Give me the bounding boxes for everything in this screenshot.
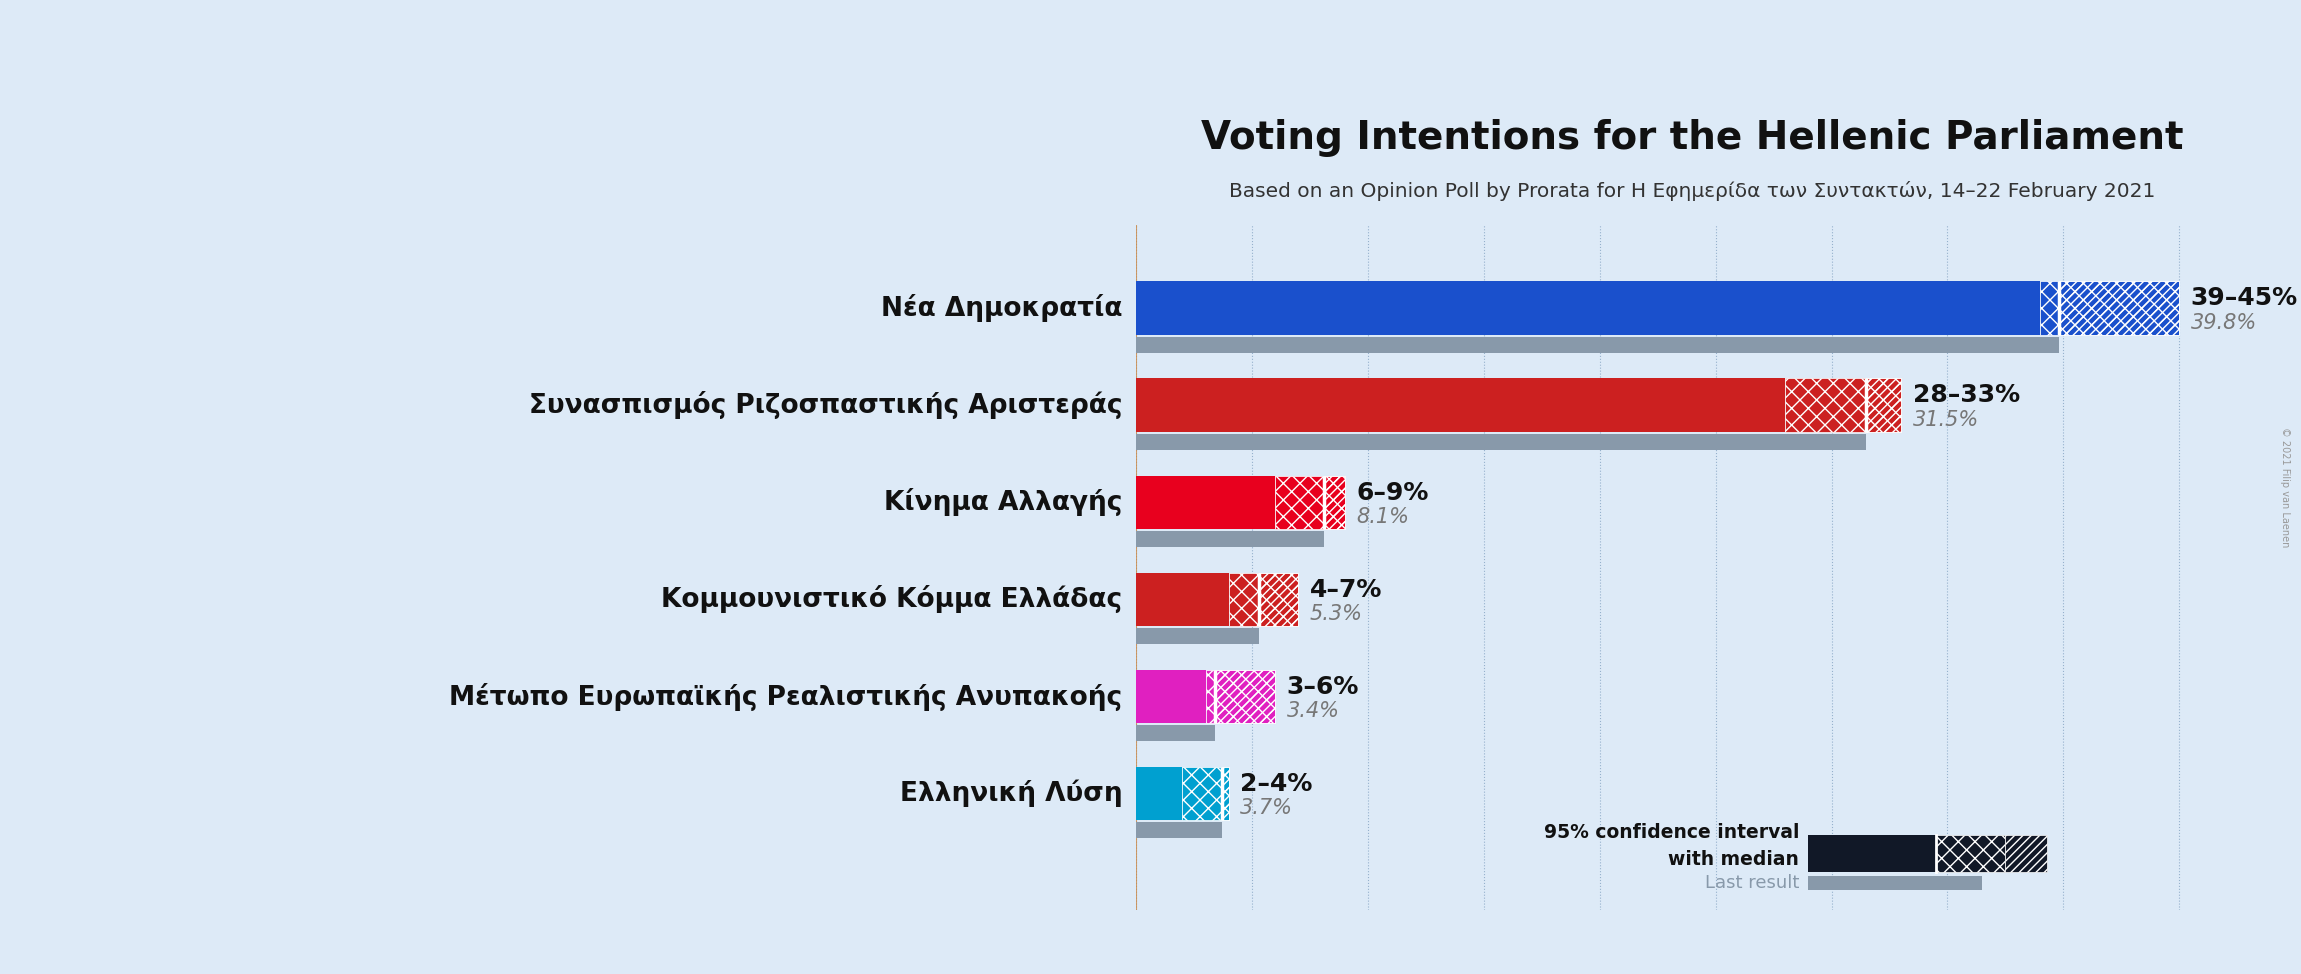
Bar <box>1137 531 1323 547</box>
Text: Ελληνική Λύση: Ελληνική Λύση <box>900 780 1123 807</box>
Text: Νέα Δημοκρατία: Νέα Δημοκρατία <box>881 294 1123 322</box>
Bar <box>1786 379 1901 431</box>
Text: 3.7%: 3.7% <box>1240 799 1293 818</box>
Bar <box>2041 281 2179 335</box>
Text: 2–4%: 2–4% <box>1240 772 1314 796</box>
Bar <box>1137 822 1222 839</box>
Bar <box>1137 767 1183 820</box>
Text: 28–33%: 28–33% <box>1912 384 2020 407</box>
Text: 6–9%: 6–9% <box>1355 480 1429 505</box>
Bar <box>1809 877 1981 890</box>
Text: Last result: Last result <box>1705 874 1799 892</box>
Bar <box>1206 670 1275 724</box>
Text: 3–6%: 3–6% <box>1286 675 1360 699</box>
Bar <box>2059 281 2179 335</box>
Bar <box>1275 475 1344 529</box>
Text: Συνασπισμός Ριζοσπαστικής Αριστεράς: Συνασπισμός Ριζοσπαστικής Αριστεράς <box>529 392 1123 419</box>
Bar <box>1137 628 1259 644</box>
Bar <box>1137 337 2059 353</box>
Text: © 2021 Filip van Laenen: © 2021 Filip van Laenen <box>2280 427 2289 547</box>
Bar <box>2006 836 2048 873</box>
Text: 95% confidence interval
with median: 95% confidence interval with median <box>1544 823 1799 869</box>
Bar <box>1137 379 1786 431</box>
Bar <box>1935 836 2006 873</box>
Text: 31.5%: 31.5% <box>1912 410 1979 430</box>
Bar <box>1866 379 1901 431</box>
Bar <box>1222 767 1229 820</box>
Text: 4–7%: 4–7% <box>1309 578 1383 602</box>
Text: 3.4%: 3.4% <box>1286 701 1339 721</box>
Bar <box>1137 670 1206 724</box>
Text: Κίνημα Αλλαγής: Κίνημα Αλλαγής <box>884 488 1123 516</box>
Bar <box>1183 767 1229 820</box>
Bar <box>1259 573 1298 626</box>
Text: 39.8%: 39.8% <box>2191 313 2257 332</box>
Bar <box>1137 475 1275 529</box>
Text: Μέτωπο Ευρωπαϊκής Ρεαλιστικής Ανυπακοής: Μέτωπο Ευρωπαϊκής Ρεαλιστικής Ανυπακοής <box>449 683 1123 711</box>
Text: Based on an Opinion Poll by Prorata for H Εφημερίδα των Συντακτών, 14–22 Februar: Based on an Opinion Poll by Prorata for … <box>1229 181 2156 202</box>
Bar <box>1137 726 1215 741</box>
Text: 8.1%: 8.1% <box>1355 506 1408 527</box>
Bar <box>1137 573 1229 626</box>
Bar <box>1137 433 1866 450</box>
Text: 39–45%: 39–45% <box>2191 286 2299 311</box>
Bar <box>1809 836 1935 873</box>
Bar <box>1323 475 1344 529</box>
Text: Κομμουνιστικό Κόμμα Ελλάδας: Κομμουνιστικό Κόμμα Ελλάδας <box>660 585 1123 614</box>
Text: 5.3%: 5.3% <box>1309 604 1362 624</box>
Bar <box>1229 573 1298 626</box>
Bar <box>1137 281 2041 335</box>
Text: Voting Intentions for the Hellenic Parliament: Voting Intentions for the Hellenic Parli… <box>1201 119 2184 157</box>
Bar <box>1215 670 1275 724</box>
